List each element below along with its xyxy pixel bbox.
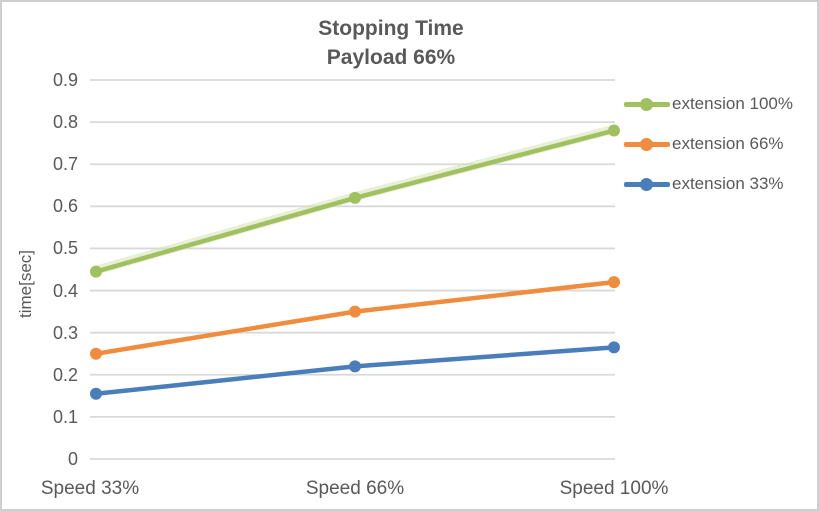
y-tick-label: 0.8 [52, 112, 78, 133]
data-point-extension-100-speed-33 [90, 265, 102, 278]
y-tick-label: 0.6 [52, 196, 78, 217]
data-point-extension-100-speed-100 [608, 124, 620, 137]
legend-label: extension 100% [672, 94, 793, 113]
x-tick-label: Speed 100% [559, 478, 669, 499]
legend-line-marker-icon [624, 137, 670, 151]
series-line-extension-100 [93, 128, 617, 274]
data-point-extension-33-speed-66 [349, 360, 361, 373]
data-point-extension-33-speed-100 [608, 341, 620, 354]
chart-title: Stopping Time [318, 17, 464, 40]
y-tick-label: 0.4 [52, 280, 78, 301]
legend-item-extension-100: extension 100% [624, 94, 793, 114]
data-point-extension-100-speed-66 [349, 191, 361, 204]
legend-line-marker-icon [624, 97, 670, 111]
y-tick-label: 0.1 [52, 406, 78, 427]
y-tick-label: 0.2 [52, 364, 78, 385]
series-line-extension-33 [93, 345, 617, 396]
chart-subtitle: Payload 66% [326, 46, 456, 69]
data-point-extension-66-speed-66 [349, 305, 361, 318]
legend-item-extension-66: extension 66% [624, 134, 784, 154]
y-tick-label: 0 [67, 449, 78, 469]
data-point-extension-66-speed-100 [608, 276, 620, 289]
series-line-extension-66 [93, 279, 617, 356]
x-tick-label: Speed 33% [40, 478, 140, 499]
data-point-extension-66-speed-33 [90, 347, 102, 360]
chart-title-block: Stopping Time Payload 66% [318, 14, 463, 72]
y-tick-label: 0.5 [52, 238, 78, 259]
y-tick-label: 0.3 [52, 322, 78, 343]
legend-label: extension 33% [672, 174, 784, 193]
data-point-extension-33-speed-33 [90, 387, 102, 400]
legend-label: extension 66% [672, 134, 784, 153]
legend-item-extension-33: extension 33% [624, 174, 784, 194]
y-tick-label: 0.9 [52, 70, 78, 90]
x-tick-label: Speed 66% [305, 478, 405, 499]
y-tick-label: 0.7 [52, 154, 78, 175]
legend-line-marker-icon [624, 177, 670, 191]
series-halo-extension-100 [92, 124, 619, 275]
